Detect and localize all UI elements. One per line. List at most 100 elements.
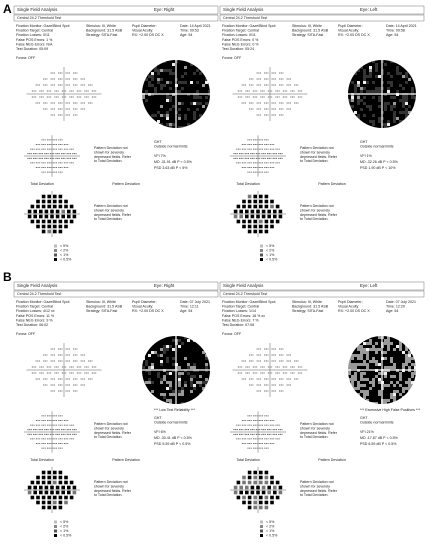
gray-cell xyxy=(414,372,416,375)
gray-cell xyxy=(160,336,163,339)
gray-cell xyxy=(181,90,184,93)
gray-cell xyxy=(190,399,193,402)
gray-cell xyxy=(378,387,381,390)
info: Strategy: SITA-Fast xyxy=(86,33,117,37)
header-box xyxy=(13,5,219,15)
gray-cell xyxy=(363,363,366,366)
gray-cell xyxy=(414,90,416,93)
gray-cell xyxy=(160,90,163,93)
gray-cell xyxy=(187,69,190,72)
gray-cell xyxy=(202,84,205,87)
gray-cell xyxy=(375,381,378,384)
gray-cell xyxy=(193,363,196,366)
gray-cell xyxy=(151,69,154,72)
gray-cell xyxy=(190,126,193,128)
gray-cell xyxy=(411,366,414,369)
gray-cell xyxy=(205,126,208,128)
gray-cell xyxy=(157,75,160,78)
gray-cell xyxy=(166,357,169,360)
gray-cell xyxy=(205,96,208,99)
note: Pattern Deviation not xyxy=(300,480,334,484)
prob-symbol xyxy=(253,194,257,199)
gray-cell xyxy=(375,402,378,404)
gray-cell xyxy=(384,123,387,126)
gray-cell xyxy=(393,402,396,404)
gray-cell xyxy=(163,384,166,387)
gray-cell xyxy=(369,72,372,75)
gray-cell xyxy=(378,390,381,393)
gray-cell xyxy=(178,363,181,366)
gray-cell xyxy=(348,372,351,375)
gray-cell xyxy=(351,390,354,393)
gray-cell xyxy=(157,339,160,342)
prob-symbol xyxy=(58,480,63,485)
gray-cell xyxy=(363,111,366,114)
gray-cell xyxy=(148,381,151,384)
gray-cell xyxy=(199,123,202,126)
prob-symbol xyxy=(259,194,263,199)
gray-cell xyxy=(363,78,366,81)
gray-cell xyxy=(375,81,378,84)
gray-cell xyxy=(387,390,390,393)
gray-cell xyxy=(169,360,172,363)
gray-cell xyxy=(145,81,148,84)
gray-cell xyxy=(181,357,184,360)
gray-cell xyxy=(151,117,154,120)
gray-cell xyxy=(157,102,160,105)
gray-cell xyxy=(351,342,354,345)
gray-cell xyxy=(154,363,157,366)
gray-cell xyxy=(348,402,351,404)
gray-cell xyxy=(366,402,369,404)
gray-cell xyxy=(408,390,411,393)
gray-cell xyxy=(202,351,205,354)
gray-cell xyxy=(145,72,148,75)
gray-cell xyxy=(199,105,202,108)
gray-cell xyxy=(372,360,375,363)
gray-cell xyxy=(142,90,145,93)
info: RX: +2.00 DS DC X xyxy=(338,33,370,37)
gray-cell xyxy=(387,114,390,117)
gray-cell xyxy=(160,66,163,69)
gray-cell xyxy=(414,336,416,339)
gray-cell xyxy=(402,390,405,393)
info: Pupil Diameter: xyxy=(338,300,363,304)
gray-cell xyxy=(151,96,154,99)
gray-cell xyxy=(348,387,351,390)
gray-cell xyxy=(405,351,408,354)
gray-cell xyxy=(145,126,148,128)
gray-cell xyxy=(414,108,416,111)
prob-symbol xyxy=(233,490,238,495)
gray-cell xyxy=(390,126,393,128)
gray-cell xyxy=(372,402,375,404)
gray-cell xyxy=(354,393,357,396)
legend-symbol xyxy=(54,249,57,252)
gray-cell xyxy=(363,102,366,105)
gray-cell xyxy=(411,342,414,345)
gray-cell xyxy=(187,117,190,120)
gray-cell xyxy=(396,378,399,381)
eye: Eye: Left xyxy=(360,7,378,12)
gray-cell xyxy=(369,78,372,81)
gray-cell xyxy=(354,357,357,360)
gray-cell xyxy=(151,126,154,128)
gray-cell xyxy=(181,63,184,66)
gray-cell xyxy=(148,111,151,114)
gray-cell xyxy=(196,354,199,357)
prob-symbol xyxy=(53,505,57,510)
gray-cell xyxy=(372,390,375,393)
gray-cell xyxy=(202,354,205,357)
gray-cell xyxy=(181,381,184,384)
gray-cell xyxy=(366,363,369,366)
gray-cell xyxy=(387,387,390,390)
gray-cell xyxy=(393,96,396,99)
gray-cell xyxy=(145,348,148,351)
gray-cell xyxy=(205,396,208,399)
gray-cell xyxy=(202,105,205,108)
info: Background: 31.5 ASB xyxy=(292,29,329,33)
gray-cell xyxy=(208,384,210,387)
prob-symbol xyxy=(253,500,257,505)
gray-cell xyxy=(375,108,378,111)
gray-cell xyxy=(145,60,148,63)
gray-cell xyxy=(375,363,378,366)
